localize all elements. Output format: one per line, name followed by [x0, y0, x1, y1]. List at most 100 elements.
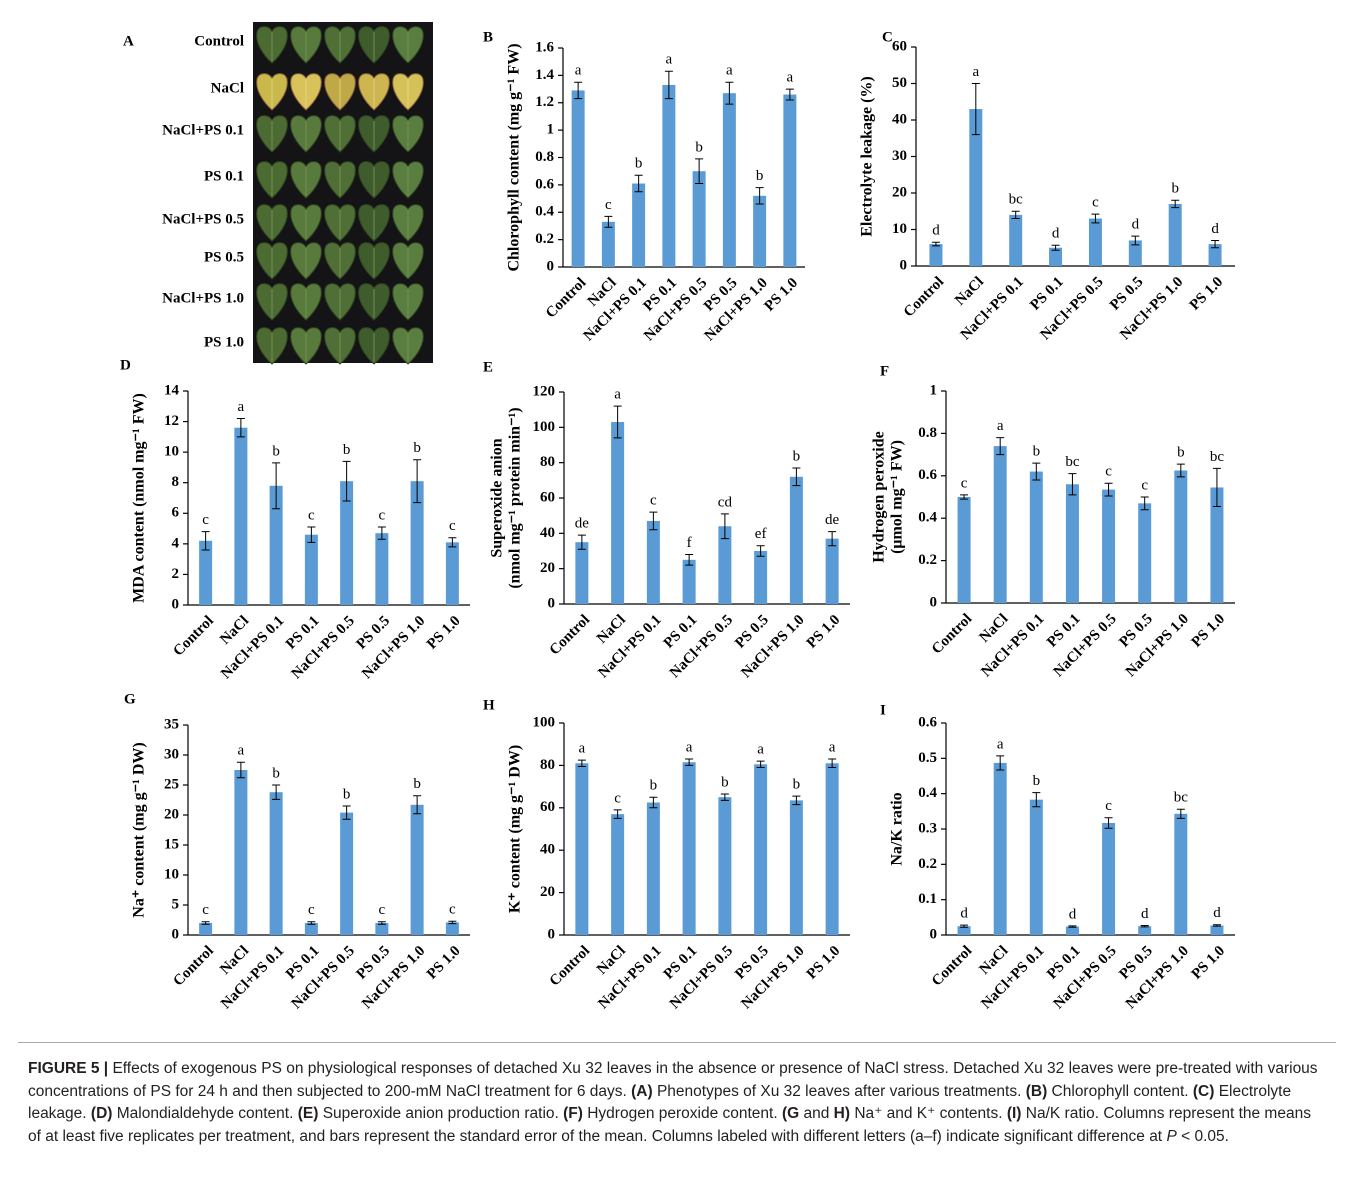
significance-letter: d: [1211, 221, 1219, 237]
y-tick-label: 1.6: [535, 39, 554, 55]
caption-text: (I): [1006, 1105, 1022, 1122]
bar: [646, 520, 660, 604]
y-tick-label: 20: [540, 560, 555, 576]
error-bar: [1091, 213, 1100, 224]
y-tick-label: 60: [540, 799, 555, 815]
error-bar: [272, 462, 281, 510]
separator: [18, 1042, 1336, 1043]
significance-letter: a: [614, 387, 621, 403]
bar: [929, 244, 943, 266]
error-bar: [448, 537, 457, 548]
y-tick-label: 10: [164, 444, 179, 460]
bar: [1102, 822, 1116, 935]
row-label: PS 0.1: [204, 168, 244, 184]
significance-letter: c: [1141, 477, 1148, 493]
y-tick-label: 0.2: [535, 231, 554, 247]
bar: [662, 84, 676, 267]
bar: [1138, 926, 1152, 935]
x-tick-label: Control: [547, 612, 593, 658]
y-tick-label: 50: [892, 75, 907, 91]
bar: [234, 770, 248, 935]
significance-letter: a: [997, 418, 1004, 434]
significance-letter: c: [650, 493, 657, 509]
significance-letter: a: [579, 741, 586, 757]
y-tick-label: 15: [164, 836, 179, 852]
significance-letter: a: [997, 736, 1004, 752]
significance-letter: c: [614, 790, 621, 806]
row-label: Control: [194, 33, 244, 49]
significance-letter: a: [829, 739, 836, 755]
significance-letter: d: [1213, 905, 1221, 921]
y-axis-title: Electrolyte leakage (%): [859, 76, 876, 237]
row-label: NaCl: [211, 80, 244, 96]
significance-letter: b: [650, 778, 658, 794]
error-bar: [201, 531, 210, 551]
caption-text: FIGURE 5 |: [28, 1060, 109, 1077]
y-tick-label: 30: [164, 746, 179, 762]
bar: [789, 800, 803, 935]
caption-text: Effects of exogenous PS on physiological…: [28, 1060, 1318, 1100]
error-bar: [604, 215, 613, 228]
error-bar: [792, 467, 801, 487]
significance-letter: bc: [1065, 454, 1080, 470]
bar: [1174, 470, 1188, 603]
error-bar: [720, 513, 729, 540]
y-axis-title: Na/K ratio: [889, 792, 906, 865]
bar: [304, 534, 318, 605]
error-bar: [236, 761, 245, 779]
caption-text: Na/K ratio. Columns represent the means …: [28, 1105, 1311, 1145]
significance-letter: b: [635, 156, 643, 172]
significance-letter: b: [1171, 181, 1179, 197]
y-axis-title: MDA content (nmol mg⁻¹ FW): [131, 393, 148, 603]
bar: [1088, 218, 1102, 266]
bar: [753, 195, 767, 267]
x-tick-label: PS 1.0: [1187, 274, 1227, 314]
error-bar: [1032, 792, 1041, 808]
y-tick-label: 40: [540, 842, 555, 858]
panel-label: E: [483, 359, 493, 375]
bar: [754, 551, 768, 604]
y-tick-label: 0: [548, 926, 556, 942]
bar: [410, 481, 424, 605]
y-axis-title: Chlorophyll content (mg g⁻¹ FW): [506, 43, 523, 271]
error-bar: [649, 511, 658, 531]
x-tick-label: Control: [929, 943, 975, 989]
x-tick-label: PS 1.0: [804, 943, 844, 983]
bar: [1210, 925, 1224, 935]
error-bar: [377, 526, 386, 540]
error-bar: [307, 921, 316, 925]
caption-text: H): [833, 1105, 851, 1122]
bar: [1138, 503, 1152, 603]
y-tick-label: 80: [540, 454, 555, 470]
significance-letter: a: [972, 64, 979, 80]
bar: [611, 814, 625, 935]
significance-letter: b: [272, 443, 280, 459]
error-bar: [1212, 924, 1221, 927]
significance-letter: d: [1132, 217, 1140, 233]
significance-letter: d: [960, 906, 968, 922]
significance-letter: b: [793, 448, 801, 464]
y-tick-label: 0: [547, 258, 555, 274]
bar: [1210, 487, 1224, 603]
error-bar: [307, 526, 316, 543]
significance-letter: b: [343, 786, 351, 802]
significance-letter: b: [1033, 444, 1041, 460]
bar: [783, 94, 797, 267]
row-label: PS 1.0: [204, 334, 244, 350]
error-bar: [613, 809, 622, 819]
error-bar: [577, 759, 586, 767]
error-bar: [828, 531, 837, 547]
error-bar: [1171, 199, 1180, 209]
y-tick-label: 0: [172, 926, 180, 942]
significance-letter: c: [202, 512, 209, 528]
bar: [1065, 926, 1079, 935]
significance-letter: bc: [1210, 449, 1225, 465]
bar: [304, 923, 318, 935]
significance-letter: de: [825, 512, 840, 528]
y-tick-label: 40: [540, 525, 555, 541]
significance-letter: c: [1105, 464, 1112, 480]
bar: [789, 476, 803, 604]
y-tick-label: 0: [930, 926, 938, 942]
caption-text: (E): [297, 1105, 319, 1122]
